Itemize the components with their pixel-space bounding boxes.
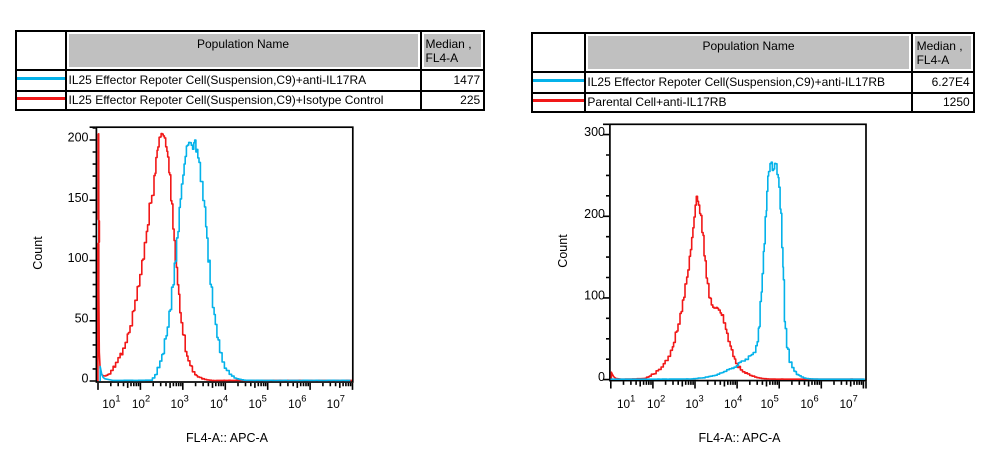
svg-text:200: 200: [68, 131, 89, 145]
svg-text:101: 101: [617, 394, 635, 412]
svg-text:107: 107: [839, 394, 857, 412]
svg-text:102: 102: [132, 394, 150, 412]
svg-text:Count: Count: [556, 234, 570, 268]
svg-text:50: 50: [75, 311, 89, 325]
svg-text:103: 103: [685, 394, 703, 412]
svg-text:FL4-A:: APC-A: FL4-A:: APC-A: [699, 431, 782, 445]
svg-text:105: 105: [249, 394, 267, 412]
svg-text:100: 100: [584, 289, 605, 303]
svg-text:105: 105: [760, 394, 778, 412]
svg-text:100: 100: [68, 251, 89, 265]
svg-text:0: 0: [82, 372, 89, 386]
svg-text:107: 107: [327, 394, 345, 412]
svg-text:103: 103: [171, 394, 189, 412]
svg-text:102: 102: [647, 394, 665, 412]
svg-text:101: 101: [102, 394, 120, 412]
svg-text:104: 104: [210, 394, 228, 412]
svg-text:0: 0: [598, 370, 605, 384]
svg-text:106: 106: [288, 394, 306, 412]
svg-text:106: 106: [800, 394, 818, 412]
svg-text:150: 150: [68, 191, 89, 205]
svg-text:Count: Count: [31, 236, 45, 270]
svg-text:200: 200: [584, 207, 605, 221]
svg-text:104: 104: [724, 394, 742, 412]
svg-text:300: 300: [584, 125, 605, 139]
svg-text:FL4-A:: APC-A: FL4-A:: APC-A: [186, 431, 269, 445]
